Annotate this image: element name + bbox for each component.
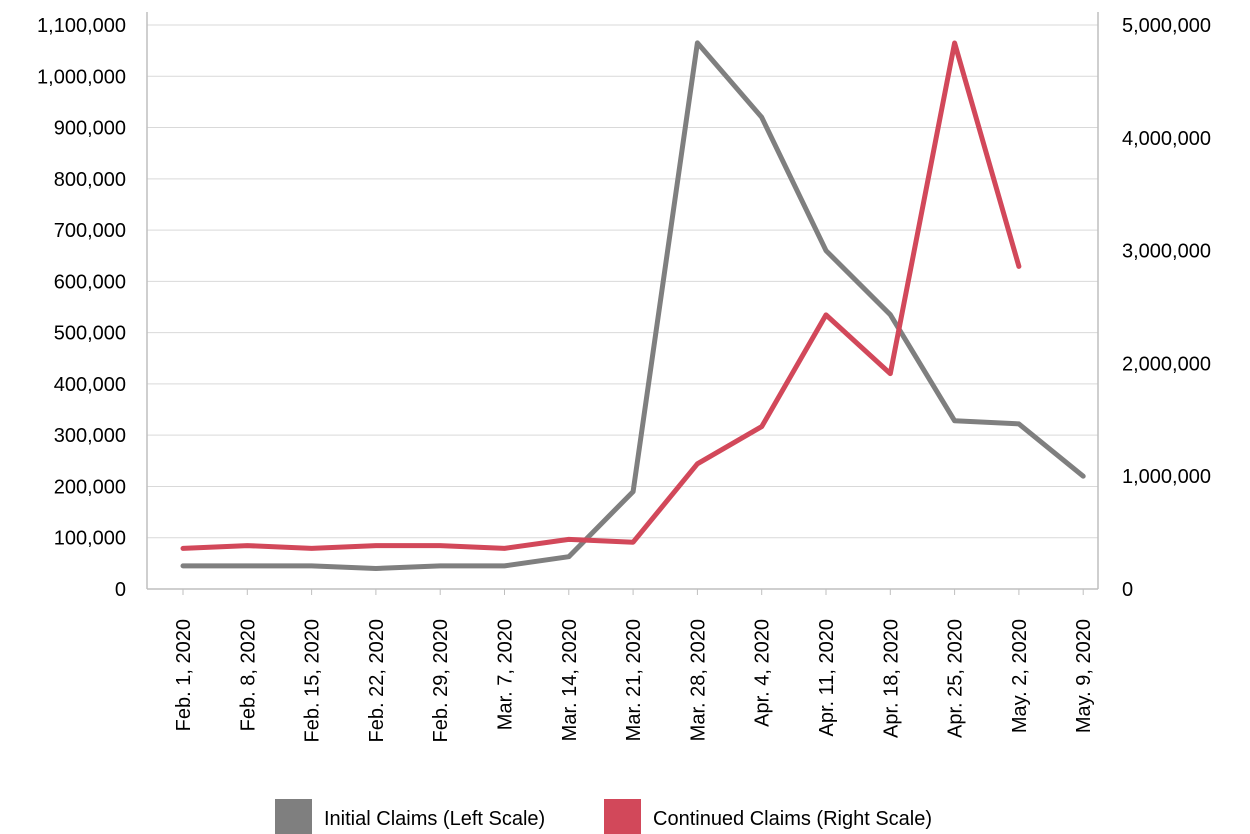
x-axis-ticks: Feb. 1, 2020 Feb. 8, 2020 Feb. 15, 2020 Feb… <box>173 589 1095 742</box>
y-left-tick-label: 300,000 <box>54 425 126 447</box>
y-right-tick-label: 1,000,000 <box>1122 466 1211 488</box>
y-left-tick-label: 800,000 <box>54 169 126 191</box>
x-tick-label: Feb. 15, 2020 <box>302 619 324 742</box>
legend-label: Initial Claims (Left Scale) <box>324 808 545 830</box>
x-tick-label: Feb. 29, 2020 <box>430 619 452 742</box>
y-left-tick-label: 400,000 <box>54 374 126 396</box>
x-tick-label: May. 9, 2020 <box>1073 619 1095 733</box>
y-right-tick-label: 5,000,000 <box>1122 15 1211 37</box>
x-tick-label: Feb. 22, 2020 <box>366 619 388 742</box>
x-tick-label: Feb. 1, 2020 <box>173 619 195 731</box>
left-axis-ticks: 0 100,000 200,000 300,000 400,000 500,000 600,… <box>37 15 126 601</box>
y-left-tick-label: 600,000 <box>54 271 126 293</box>
y-right-tick-label: 3,000,000 <box>1122 241 1211 263</box>
y-left-tick-label: 700,000 <box>54 220 126 242</box>
y-right-tick-label: 0 <box>1122 579 1133 601</box>
y-left-tick-label: 1,000,000 <box>37 66 126 88</box>
x-tick-label: Mar. 21, 2020 <box>623 619 645 741</box>
x-tick-label: Feb. 8, 2020 <box>237 619 259 731</box>
initial-claims-line <box>180 40 1086 571</box>
series-lines <box>180 40 1086 571</box>
gridlines <box>147 24 1098 539</box>
x-tick-label: Mar. 14, 2020 <box>559 619 581 741</box>
y-left-tick-label: 900,000 <box>54 118 126 140</box>
axes <box>146 12 1099 590</box>
legend-swatch <box>604 799 641 834</box>
legend-label: Continued Claims (Right Scale) <box>653 808 932 830</box>
legend-swatch <box>275 799 312 834</box>
x-tick-label: Apr. 4, 2020 <box>752 619 774 727</box>
x-tick-label: Apr. 18, 2020 <box>880 619 902 738</box>
x-tick-label: Mar. 7, 2020 <box>495 619 517 730</box>
y-left-tick-label: 200,000 <box>54 476 126 498</box>
y-left-tick-label: 1,100,000 <box>37 15 126 37</box>
y-right-tick-label: 4,000,000 <box>1122 128 1211 150</box>
y-right-tick-label: 2,000,000 <box>1122 353 1211 375</box>
y-left-tick-label: 500,000 <box>54 323 126 345</box>
x-tick-label: Mar. 28, 2020 <box>687 619 709 741</box>
x-tick-label: May. 2, 2020 <box>1009 619 1031 733</box>
y-left-tick-label: 100,000 <box>54 528 126 550</box>
x-tick-label: Apr. 25, 2020 <box>945 619 967 738</box>
legend: Initial Claims (Left Scale) Continued Cla… <box>275 799 932 834</box>
right-axis-ticks: 0 1,000,000 2,000,000 3,000,000 4,000,000 5,0… <box>1122 15 1211 601</box>
x-tick-label: Apr. 11, 2020 <box>816 619 838 737</box>
continued-claims-line <box>180 40 1022 551</box>
y-left-tick-label: 0 <box>115 579 126 601</box>
